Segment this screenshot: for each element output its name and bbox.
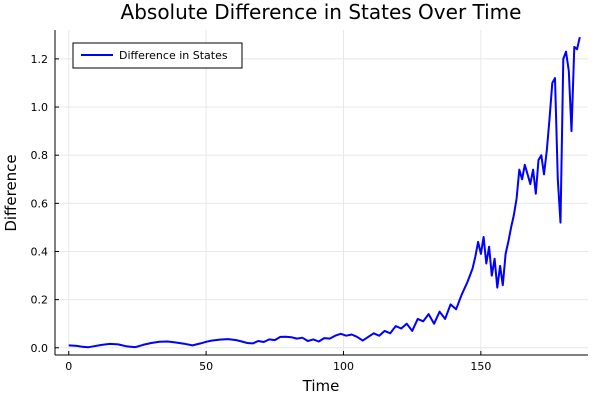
series-layer — [68, 36, 581, 349]
x-axis-label: Time — [302, 377, 340, 395]
x-grid — [68, 30, 482, 355]
x-tick-label: 50 — [199, 360, 213, 373]
y-tick-label: 1.0 — [31, 101, 49, 114]
x-tick-label: 100 — [333, 360, 354, 373]
y-grid — [55, 58, 588, 349]
chart-title: Absolute Difference in States Over Time — [121, 0, 522, 24]
series-line — [68, 36, 581, 349]
x-tick-label: 0 — [65, 360, 72, 373]
y-tick-label: 0.6 — [31, 197, 49, 210]
y-tick-label: 1.2 — [31, 53, 49, 66]
y-tick-label: 0.2 — [31, 294, 49, 307]
x-ticks: 0 50 100 150 — [65, 351, 491, 373]
plot-frame — [54, 30, 588, 356]
y-ticks: 0.0 0.2 0.4 0.6 0.8 1.0 1.2 — [31, 53, 59, 355]
y-tick-label: 0.8 — [31, 149, 49, 162]
legend: Difference in States — [72, 42, 243, 69]
legend-label: Difference in States — [119, 49, 228, 62]
y-axis-label: Difference — [2, 154, 20, 231]
y-tick-label: 0.0 — [31, 342, 49, 355]
y-tick-label: 0.4 — [31, 245, 49, 258]
x-tick-label: 150 — [470, 360, 491, 373]
